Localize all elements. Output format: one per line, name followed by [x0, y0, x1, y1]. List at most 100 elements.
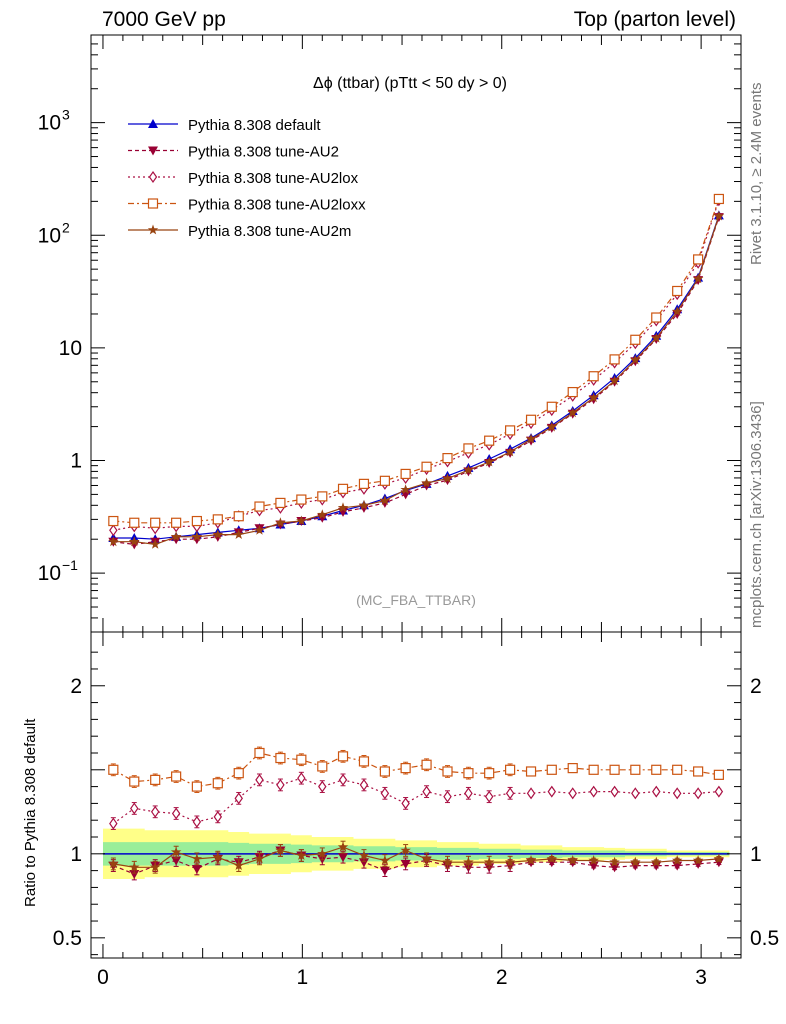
ratio-point-AU2lox — [714, 785, 724, 798]
ratio-point-AU2m — [692, 855, 704, 865]
main-point-AU2loxx — [358, 478, 370, 489]
ratio-point-AU2loxx — [672, 764, 683, 775]
ratio-y-tick-label-right: 1 — [750, 843, 762, 866]
ratio-point-AU2lox — [109, 817, 118, 830]
ratio-point-AU2loxx — [546, 764, 557, 775]
ratio-point-AU2m — [713, 853, 725, 864]
ratio-point-AU2loxx — [275, 752, 286, 764]
main-point-AU2loxx — [630, 334, 641, 345]
main-point-AU2loxx — [713, 193, 724, 205]
chart-title: Δϕ (ttbar) (pTtt < 50 dy > 0) — [313, 75, 507, 92]
main-y-tick-label-exp: −1 — [62, 557, 78, 573]
ratio-point-AU2 — [129, 869, 140, 879]
ratio-point-AU2m — [546, 853, 557, 864]
main-point-AU2m — [609, 375, 620, 386]
ratio-point-AU2loxx — [567, 763, 578, 774]
ratio-point-AU2lox — [234, 792, 243, 805]
main-point-AU2loxx — [212, 514, 223, 525]
main-point-AU2m — [108, 536, 119, 547]
ratio-point-AU2lox — [547, 785, 557, 798]
main-point-AU2loxx — [337, 483, 349, 494]
ratio-point-AU2m — [630, 856, 641, 867]
main-line-AU2loxx — [113, 198, 720, 524]
x-tick-label: 3 — [695, 966, 707, 989]
main-point-AU2loxx — [442, 453, 453, 464]
ratio-y-tick-label-right: 2 — [750, 675, 762, 698]
main-point-AU2m — [317, 509, 328, 520]
main-y-tick-label: 10 — [38, 112, 61, 135]
main-line-AU2m — [113, 215, 720, 546]
ratio-line-AU2m — [113, 846, 719, 868]
ratio-point-AU2m — [337, 841, 349, 852]
ratio-point-AU2loxx — [463, 768, 474, 779]
main-point-AU2m — [400, 484, 411, 495]
ratio-point-AU2m — [129, 861, 140, 872]
main-point-AU2m — [421, 477, 432, 488]
ratio-point-AU2lox — [652, 785, 661, 798]
main-point-AU2loxx — [609, 354, 620, 365]
ratio-point-AU2m — [463, 856, 474, 867]
main-y-tick-label: 1 — [70, 449, 82, 472]
ratio-point-AU2 — [338, 853, 349, 863]
main-point-AU2m — [713, 210, 725, 221]
ratio-y-tick-label: 2 — [70, 675, 82, 698]
main-point-AU2loxx — [463, 443, 474, 454]
ratio-point-AU2lox — [526, 787, 536, 800]
main-point-AU2loxx — [546, 401, 557, 412]
legend-label-AU2m: Pythia 8.308 tune-AU2m — [188, 223, 351, 240]
ratio-frame — [90, 631, 742, 959]
ratio-point-AU2lox — [589, 785, 598, 798]
main-point-AU2loxx — [171, 517, 182, 528]
main-point-AU2m — [463, 464, 474, 475]
main-point-AU2loxx — [275, 497, 286, 509]
ratio-point-AU2m — [233, 860, 244, 870]
main-point-AU2m — [275, 517, 286, 528]
ratio-point-AU2 — [651, 861, 662, 871]
ratio-point-AU2m — [588, 855, 599, 865]
ratio-point-AU2loxx — [713, 769, 724, 780]
ratio-point-AU2 — [693, 859, 704, 869]
ratio-point-AU2lox — [150, 805, 160, 818]
ratio-point-AU2loxx — [400, 763, 411, 774]
ratio-line-AU2 — [113, 849, 719, 875]
legend: Pythia 8.308 default Pythia 8.308 tune-AU… — [128, 117, 366, 240]
main-point-AU2loxx — [567, 386, 578, 398]
header-right: Top (parton level) — [573, 8, 736, 31]
ratio-point-AU2loxx — [150, 774, 161, 785]
main-point-AU2loxx — [525, 414, 537, 425]
ratio-point-AU2m — [504, 856, 516, 867]
legend-marker-default — [148, 119, 158, 128]
ratio-point-AU2loxx — [505, 764, 516, 775]
x-tick-label: 1 — [297, 966, 309, 989]
ratio-point-AU2m — [421, 853, 432, 864]
main-point-AU2m — [692, 273, 704, 284]
ratio-point-AU2lox — [484, 790, 494, 803]
ratio-point-AU2m — [609, 856, 620, 867]
main-point-AU2loxx — [693, 254, 704, 265]
main-point-AU2m — [588, 392, 599, 403]
ratio-point-AU2m — [317, 848, 328, 859]
ratio-y-tick-label: 1 — [70, 843, 82, 866]
main-point-AU2m — [504, 446, 516, 457]
ratio-point-AU2 — [400, 859, 411, 869]
main-point-AU2m — [233, 529, 244, 539]
ratio-point-AU2loxx — [421, 759, 432, 770]
ratio-point-AU2lox — [422, 785, 431, 798]
main-point-AU2m — [379, 495, 391, 506]
main-point-AU2loxx — [379, 475, 390, 486]
ratio-point-AU2 — [358, 858, 369, 868]
main-point-AU2loxx — [150, 517, 161, 528]
ratio-point-AU2lox — [380, 787, 390, 800]
ratio-point-AU2m — [170, 846, 182, 857]
ratio-point-AU2m — [651, 856, 662, 867]
ratio-point-AU2 — [379, 866, 390, 876]
main-point-AU2loxx — [484, 435, 495, 446]
main-point-AU2m — [358, 499, 370, 510]
legend-label-AU2loxx: Pythia 8.308 tune-AU2loxx — [188, 197, 366, 214]
main-point-AU2loxx — [651, 312, 662, 323]
ratio-point-AU2m — [379, 855, 391, 865]
main-point-AU2lox — [109, 524, 118, 537]
ratio-point-AU2lox — [213, 810, 223, 823]
header-left: 7000 GeV pp — [102, 8, 226, 31]
